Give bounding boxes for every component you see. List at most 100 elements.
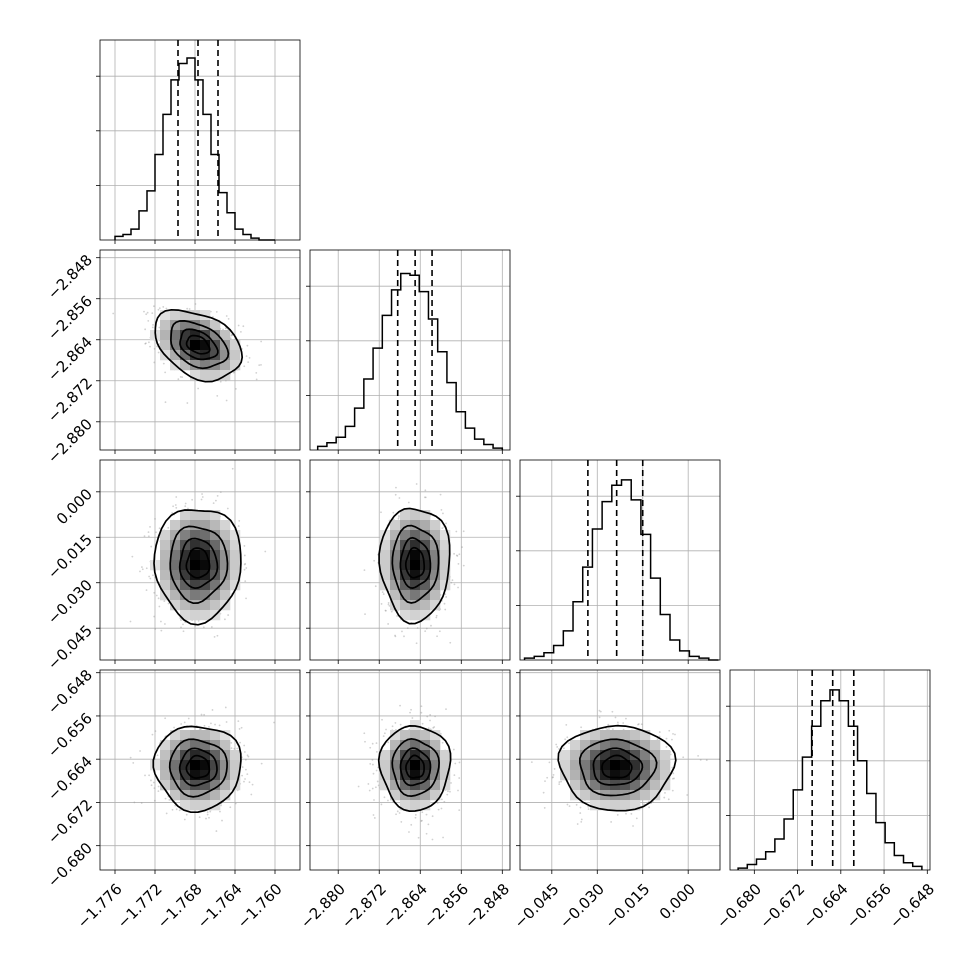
sample-point <box>371 763 374 766</box>
density-cell <box>230 360 241 371</box>
sample-point <box>608 728 610 730</box>
density-cell <box>190 360 201 371</box>
density-cell <box>420 610 431 621</box>
sample-point <box>245 597 247 600</box>
sample-point <box>372 772 375 775</box>
density-cell <box>410 520 421 531</box>
density-cell <box>150 760 161 771</box>
density-cell <box>210 750 221 761</box>
density-cell <box>220 590 231 601</box>
sample-point <box>387 603 390 606</box>
sample-point <box>669 753 672 756</box>
density-cell <box>190 760 201 771</box>
sample-point <box>552 776 554 778</box>
sample-point <box>552 774 555 776</box>
sample-point <box>244 778 246 780</box>
sample-point <box>133 801 136 804</box>
sample-point <box>431 815 434 818</box>
sample-point <box>566 803 569 806</box>
density-cell <box>230 560 241 571</box>
density-cell <box>200 800 211 811</box>
density-cell <box>650 750 661 761</box>
density-cell <box>660 750 671 761</box>
sample-point <box>667 798 670 801</box>
contour-level <box>404 546 426 579</box>
sample-point <box>208 726 210 728</box>
contour-level <box>378 507 451 625</box>
sample-point <box>153 305 155 308</box>
sample-point <box>241 766 244 768</box>
sample-point <box>433 726 436 728</box>
sample-point <box>686 794 689 796</box>
contour-level <box>154 308 244 383</box>
sample-point <box>230 334 233 337</box>
panel-p2-p3 <box>306 459 511 664</box>
y-tick-label: −0.680 <box>44 839 96 891</box>
density-cell <box>210 790 221 801</box>
sample-point <box>442 836 444 839</box>
contour-level <box>185 334 211 355</box>
sample-point <box>239 331 242 333</box>
hist-panel-p1 <box>96 39 301 244</box>
density-cell <box>170 310 181 321</box>
sample-point <box>243 780 245 783</box>
sample-point <box>173 726 175 729</box>
sample-point <box>148 774 150 777</box>
density-cell <box>410 760 421 771</box>
sample-point <box>175 506 178 509</box>
sample-point <box>363 569 366 571</box>
sample-point <box>637 723 639 726</box>
density-cell <box>430 730 441 741</box>
density-cell <box>420 520 431 531</box>
sample-point <box>212 502 215 505</box>
sample-point <box>141 566 143 568</box>
sample-point <box>132 762 135 764</box>
sample-point <box>423 496 426 499</box>
density-cell <box>590 740 601 751</box>
sample-point <box>587 805 590 808</box>
sample-point <box>458 761 461 764</box>
density-cell <box>210 730 221 741</box>
axes-frame <box>99 39 301 241</box>
density-cell <box>390 520 401 531</box>
x-tick-label: −1.760 <box>234 880 286 932</box>
density-cell <box>440 580 451 591</box>
density-cell <box>180 580 191 591</box>
density-cell <box>190 370 201 381</box>
sample-point <box>665 737 668 740</box>
sample-point <box>705 759 708 762</box>
density-cell <box>150 560 161 571</box>
sample-point <box>223 618 226 621</box>
sample-point <box>246 773 249 776</box>
y-tick-label: −0.045 <box>44 621 96 673</box>
y-tick-label: −0.656 <box>44 709 96 761</box>
sample-point <box>180 626 182 629</box>
sample-point <box>164 401 167 404</box>
density-cell <box>200 590 211 601</box>
sample-point <box>462 530 465 533</box>
density-cell <box>180 770 191 781</box>
sample-point <box>562 747 565 750</box>
density-cell <box>390 780 401 791</box>
sample-point <box>580 726 583 729</box>
density-cell <box>200 310 211 321</box>
sample-point <box>255 378 258 381</box>
density-cell <box>190 310 201 321</box>
sample-point <box>544 780 546 783</box>
sample-point <box>668 729 671 732</box>
sample-point <box>158 307 161 310</box>
sample-point <box>250 793 253 796</box>
sample-point <box>248 356 251 359</box>
density-cell <box>410 560 421 571</box>
contour-level <box>168 738 228 798</box>
density-cell <box>650 760 661 771</box>
density-cell <box>420 570 431 581</box>
sample-point <box>167 602 170 605</box>
density-cell <box>170 760 181 771</box>
density-cell <box>410 720 421 731</box>
density-cell <box>210 530 221 541</box>
density-cell <box>160 540 171 551</box>
sample-point <box>439 493 442 496</box>
sample-point <box>224 327 227 330</box>
sample-point <box>450 782 452 784</box>
